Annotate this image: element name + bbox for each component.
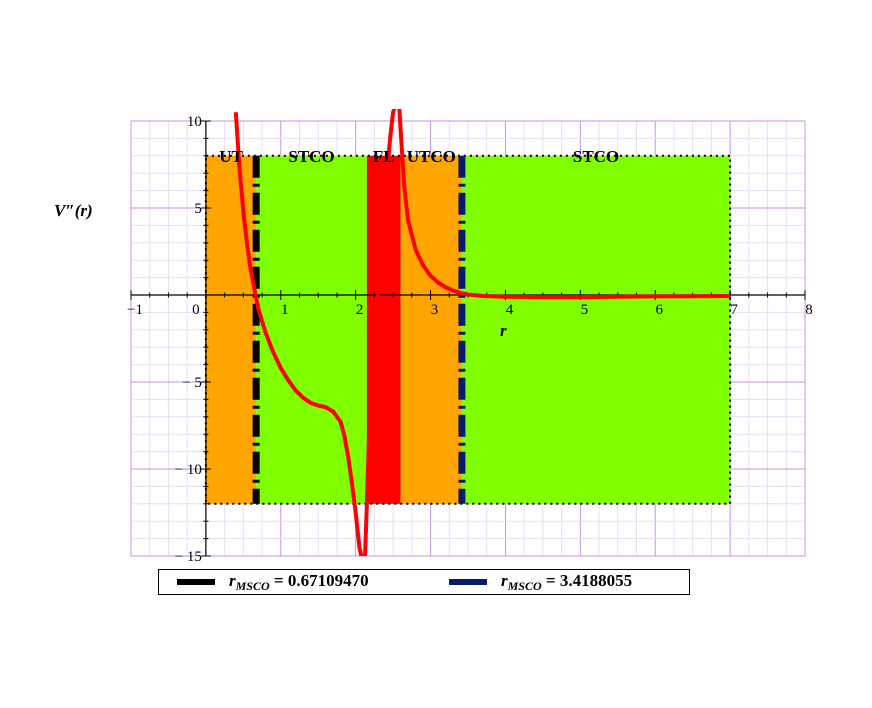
- curve: [233, 109, 731, 556]
- region-stco-1: [256, 155, 367, 504]
- tick-labels: −1 0 1 2 3 4 5 6 7 8 10 5 − 5 − 10 − 15: [127, 114, 813, 565]
- legend-text-1: rMSCO = 0.67109470: [229, 570, 369, 593]
- legend: rMSCO = 0.67109470 rMSCO = 3.4188055: [158, 569, 690, 595]
- y-tick-label: − 15: [175, 549, 202, 565]
- legend-item-2: rMSCO = 3.4188055: [449, 570, 632, 594]
- x-tick-label: 3: [431, 302, 439, 318]
- x-tick-label: 7: [730, 302, 738, 318]
- region-utco-3: [400, 155, 462, 504]
- x-tick-label: 6: [655, 302, 663, 318]
- curve-segment-1: [233, 112, 364, 556]
- x-tick-label: 2: [356, 302, 364, 318]
- region-label-4: UTCO: [407, 147, 456, 166]
- region-label-3: FL: [373, 147, 395, 166]
- region-borders: [204, 154, 732, 505]
- x-tick-label: −1: [127, 302, 143, 318]
- region-stco-4: [461, 155, 731, 504]
- curve-segment-3: [397, 109, 731, 300]
- x-tick-label: 1: [281, 302, 289, 318]
- x-tick-label: 8: [805, 302, 813, 318]
- region-label-1: UT: [219, 147, 243, 166]
- y-tick-label: 5: [194, 201, 202, 217]
- region-label-5: STCO: [573, 147, 619, 166]
- y-tick-label: − 5: [182, 375, 202, 391]
- x-tick-label: 4: [506, 302, 514, 318]
- msco-lines: [252, 155, 466, 504]
- region-label-2: STCO: [288, 147, 334, 166]
- region-labels: UT STCO FL UTCO STCO: [219, 147, 619, 166]
- region-border: [204, 154, 732, 505]
- legend-swatch-2: [449, 579, 487, 585]
- legend-item-1: rMSCO = 0.67109470: [177, 570, 369, 594]
- y-tick-label: − 10: [175, 462, 202, 478]
- x-axis-label: r: [500, 321, 507, 340]
- legend-swatch-1: [177, 579, 215, 585]
- y-axis-label: V″(r): [54, 201, 93, 220]
- y-tick-label: 10: [187, 114, 202, 130]
- legend-text-2: rMSCO = 3.4188055: [501, 570, 633, 593]
- x-tick-label: 5: [581, 302, 589, 318]
- region-utco-0: [205, 155, 257, 504]
- x-tick-label: 0: [192, 302, 200, 318]
- curve-segment-2: [363, 109, 397, 556]
- regions: [205, 155, 731, 504]
